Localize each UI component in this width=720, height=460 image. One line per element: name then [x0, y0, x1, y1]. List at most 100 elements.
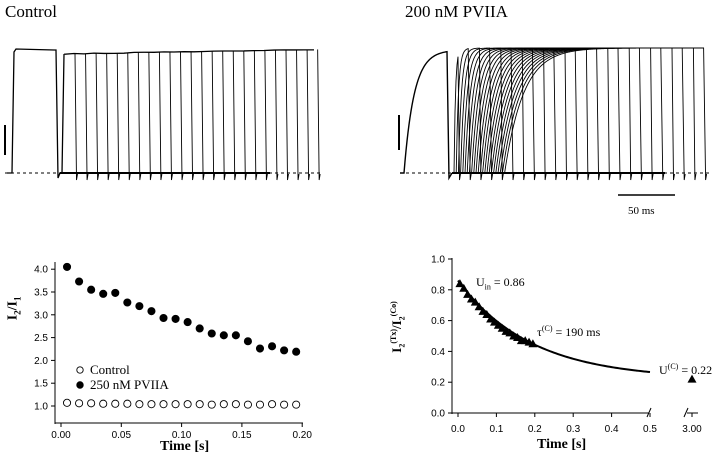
uc-annotation: U(C) = 0.22: [659, 362, 712, 378]
control-point: [244, 401, 251, 408]
ann-sup: (C): [542, 324, 553, 333]
ylabel-sub: 2: [398, 344, 407, 348]
pviia-point: [112, 289, 119, 296]
right-xtick-label: 0.0: [451, 424, 465, 435]
left-ytick-label: 1.0: [34, 402, 48, 413]
left-ytick-label: 1.5: [34, 379, 48, 390]
pviia-point: [293, 348, 300, 355]
pviia-trace-12: [480, 48, 589, 180]
pviia-point: [281, 347, 288, 354]
control-point: [160, 401, 167, 408]
right-ytick-label: 1.0: [431, 255, 445, 266]
ann-part: U: [659, 363, 668, 377]
control-trace-8: [159, 52, 162, 180]
right-xtick-label: 0.3: [566, 424, 580, 435]
right-ytick-label: 0.0: [431, 409, 445, 420]
control-trace-16: [244, 51, 247, 180]
control-trace-4: [117, 53, 120, 180]
control-trace-11: [191, 52, 194, 180]
ylabel-sub: 1: [12, 297, 22, 302]
ylabel-part: /I: [6, 301, 21, 310]
pviia-point: [232, 332, 239, 339]
control-trace-9: [170, 52, 173, 180]
control-trace-7: [149, 52, 152, 180]
control-trace-23: [318, 49, 321, 180]
pviia-panel-title: 200 nM PVIIA: [405, 2, 508, 22]
control-trace-19: [275, 50, 278, 180]
control-trace-10: [181, 52, 184, 180]
ylabel-part: /I: [389, 320, 404, 329]
legend-pviia-marker: [77, 382, 83, 388]
control-trace-3: [107, 53, 110, 180]
control-trace-1: [86, 54, 89, 180]
legend-control-label: Control: [90, 362, 130, 378]
tau-annotation: τ(C) = 190 ms: [537, 324, 600, 340]
control-point: [281, 401, 288, 408]
pviia-point: [172, 315, 179, 322]
left-xlabel: Time [s]: [160, 439, 209, 455]
ylabel-sup: (Tx): [389, 329, 398, 344]
control-point: [112, 400, 119, 407]
pviia-point: [220, 332, 227, 339]
control-point: [75, 400, 82, 407]
pviia-trace-23: [505, 48, 707, 180]
time-scale-label: 50 ms: [628, 205, 655, 217]
ylabel-part: I: [389, 348, 404, 353]
control-point: [256, 401, 263, 408]
left-ytick-label: 2.0: [34, 356, 48, 367]
pviia-point: [160, 314, 167, 321]
right-xtick-label: 0.2: [528, 424, 542, 435]
control-trace-20: [286, 50, 289, 180]
left-xtick-label: 0.05: [112, 430, 132, 441]
pviia-point: [256, 345, 263, 352]
control-trace-21: [297, 50, 300, 180]
right-xtick-label: 0.4: [605, 424, 619, 435]
left-ylabel: I2/I1: [6, 297, 23, 321]
pviia-point: [124, 299, 131, 306]
pviia-point: [208, 330, 215, 337]
control-trace-0: [75, 54, 78, 180]
pviia-point: [136, 303, 143, 310]
control-panel-title: Control: [5, 2, 57, 22]
right-ytick-label: 0.8: [431, 285, 445, 296]
right-ytick-label: 0.2: [431, 378, 445, 389]
right-ylabel: I2(Tx)/I2(Co): [389, 301, 407, 353]
pviia-point: [100, 290, 107, 297]
control-point: [184, 401, 191, 408]
legend-pviia-label: 250 nM PVIIA: [90, 377, 169, 393]
left-xtick-label: 0.20: [292, 430, 312, 441]
pviia-point: [244, 338, 251, 345]
pviia-point: [196, 325, 203, 332]
control-point: [196, 401, 203, 408]
ann-part: U: [476, 275, 485, 289]
right-ytick-label: 0.4: [431, 347, 445, 358]
ann-part: = 0.22: [678, 363, 712, 377]
control-point: [232, 401, 239, 408]
left-xtick-label: 0.15: [232, 430, 252, 441]
control-point: [172, 401, 179, 408]
control-trace-15: [233, 51, 236, 180]
pviia-point: [63, 263, 70, 270]
control-trace-17: [254, 51, 257, 180]
control-point: [220, 401, 227, 408]
left-ytick-label: 4.0: [34, 265, 48, 276]
right-xtick-label: 0.1: [489, 424, 503, 435]
control-trace-18: [265, 50, 268, 180]
control-point: [268, 401, 275, 408]
control-trace-22: [307, 50, 310, 180]
control-trace-2: [96, 53, 99, 180]
ann-sup: (C): [668, 362, 679, 371]
control-trace-12: [202, 52, 205, 180]
pviia-first-pulse-trace: [400, 52, 452, 178]
uin-annotation: Uin = 0.86: [476, 275, 525, 291]
left-ytick-label: 3.0: [34, 310, 48, 321]
control-point: [136, 401, 143, 408]
control-trace-5: [128, 53, 131, 180]
pviia-point: [148, 308, 155, 315]
ylabel-part: I: [6, 315, 21, 320]
ylabel-sub: 2: [12, 310, 22, 315]
control-point: [63, 399, 70, 406]
pviia-point: [75, 278, 82, 285]
control-point: [208, 401, 215, 408]
control-point: [100, 400, 107, 407]
